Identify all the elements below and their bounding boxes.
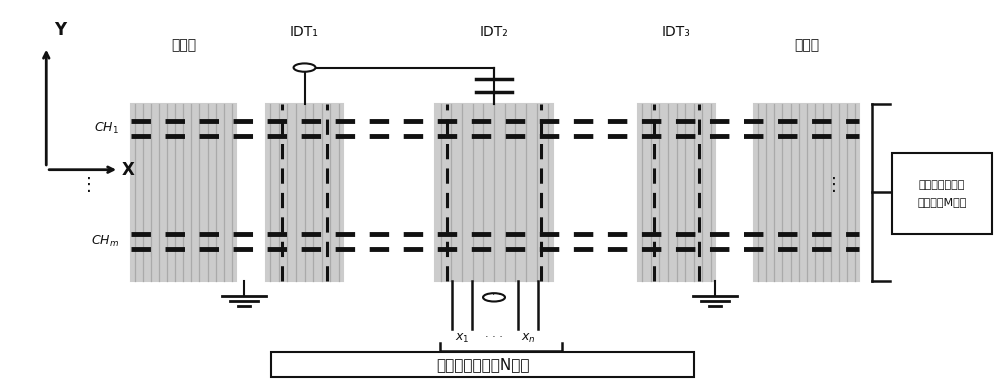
Bar <box>638 104 715 281</box>
Bar <box>266 104 343 281</box>
Bar <box>435 104 553 281</box>
Text: · · ·: · · · <box>486 290 502 301</box>
Bar <box>131 104 236 281</box>
Text: $CH_m$: $CH_m$ <box>91 234 119 249</box>
Text: X: X <box>122 161 135 179</box>
Text: · · ·: · · · <box>485 332 503 343</box>
Text: ⋮: ⋮ <box>80 176 98 194</box>
Circle shape <box>294 63 316 72</box>
Bar <box>754 104 859 281</box>
Text: $x_n$: $x_n$ <box>521 332 535 346</box>
Text: 反射栅: 反射栅 <box>171 38 196 53</box>
Text: $x_1$: $x_1$ <box>455 332 469 346</box>
Circle shape <box>483 293 505 301</box>
Text: 反射栅: 反射栅 <box>794 38 819 53</box>
Text: IDT₁: IDT₁ <box>290 25 319 39</box>
Text: IDT₂: IDT₂ <box>480 25 508 39</box>
Bar <box>271 352 694 376</box>
Text: IDT₃: IDT₃ <box>662 25 691 39</box>
Text: Y: Y <box>54 21 66 39</box>
Bar <box>892 153 992 234</box>
Text: 敏感区域分割为N部分: 敏感区域分割为N部分 <box>436 357 529 372</box>
Text: 传感器沿孔径方
向划分为M通道: 传感器沿孔径方 向划分为M通道 <box>917 180 966 207</box>
Text: $CH_1$: $CH_1$ <box>94 120 119 136</box>
Text: ⋮: ⋮ <box>825 176 843 194</box>
